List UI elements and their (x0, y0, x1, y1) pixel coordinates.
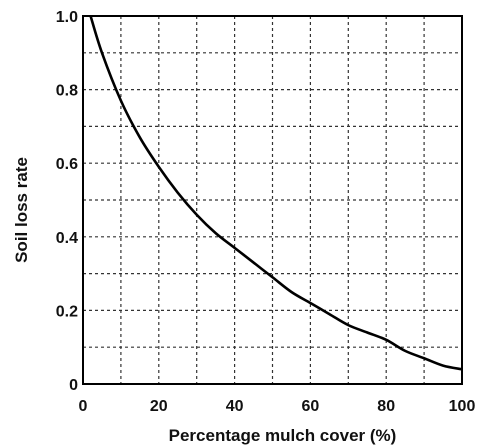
y-tick-label: 0.6 (56, 156, 78, 173)
series-line (89, 15, 463, 371)
y-tick-label: 1.0 (56, 9, 78, 26)
x-tick-label: 0 (79, 398, 88, 415)
y-tick-label: 0 (69, 377, 78, 394)
y-tick-label: 0.8 (56, 83, 78, 100)
x-tick-label: 40 (226, 398, 244, 415)
grid-lines (83, 16, 462, 384)
x-tick-label: 100 (449, 398, 476, 415)
x-tick-label: 80 (377, 398, 395, 415)
y-axis-label: Soil loss rate (12, 157, 31, 263)
y-axis-ticks: 0 0.2 0.4 0.6 0.8 1.0 (56, 9, 78, 394)
x-tick-label: 20 (150, 398, 168, 415)
plot-frame (82, 15, 463, 385)
y-tick-label: 0.4 (56, 230, 78, 247)
x-axis-label: Percentage mulch cover (%) (169, 426, 397, 445)
x-axis-ticks: 0 20 40 60 80 100 (79, 398, 476, 415)
y-tick-label: 0.2 (56, 303, 78, 320)
x-tick-label: 60 (302, 398, 320, 415)
